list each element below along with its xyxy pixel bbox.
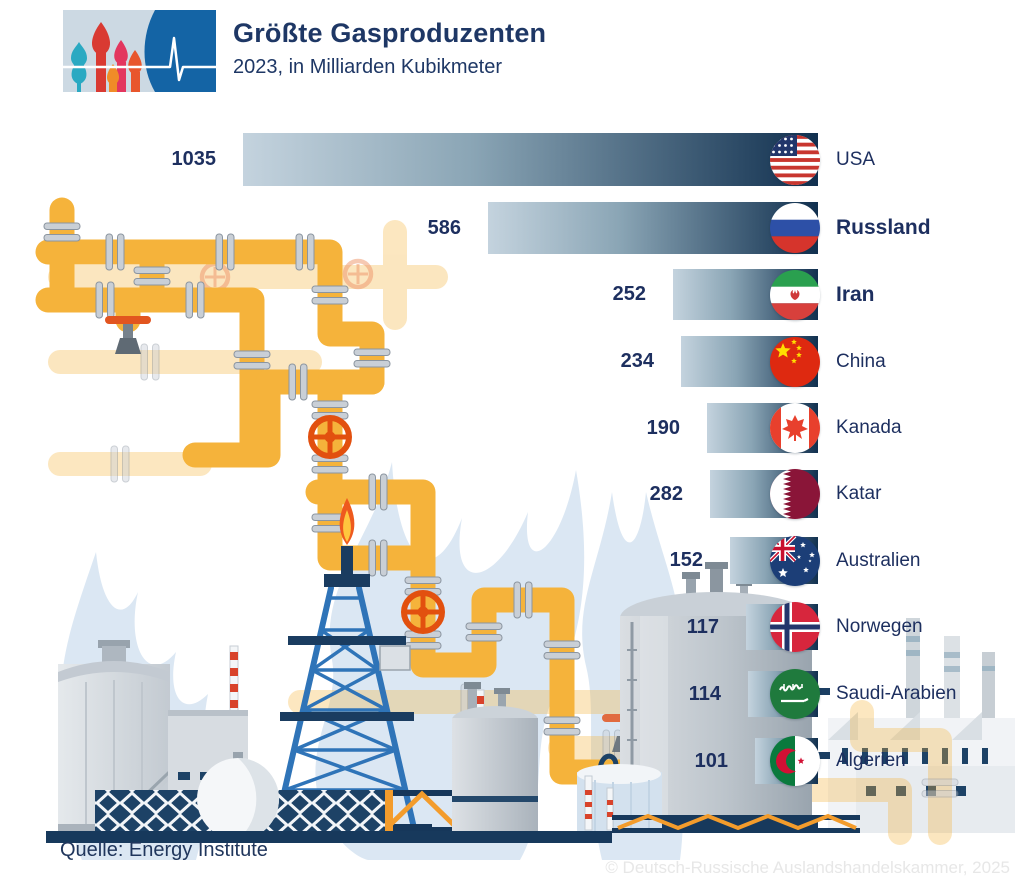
bar-russia xyxy=(488,202,818,254)
flag-qatar-icon xyxy=(770,469,820,519)
factory-skyline xyxy=(828,618,1015,833)
country-label: Algerien xyxy=(836,750,906,771)
country-label: Katar xyxy=(836,483,882,504)
country-label: China xyxy=(836,351,886,372)
bar-usa xyxy=(243,133,818,186)
bar-value: 117 xyxy=(686,616,719,638)
page-subtitle: 2023, in Milliarden Kubikmeter xyxy=(233,56,503,78)
bar-value: 1035 xyxy=(171,148,217,170)
country-label: Saudi-Arabien xyxy=(836,683,957,704)
bar-value: 190 xyxy=(646,417,680,439)
bar-row: 101 Algerien xyxy=(0,736,1024,786)
bar-value: 234 xyxy=(620,350,654,372)
bar-value: 101 xyxy=(694,750,728,772)
bar-row: 234 China xyxy=(0,336,1024,387)
flag-russia-icon xyxy=(770,203,820,253)
sphere-tank xyxy=(197,752,279,840)
flag-algeria-icon xyxy=(770,736,820,786)
copyright-note: © Deutsch-Russische Auslandshandelskamme… xyxy=(605,858,1010,877)
low-blue-tank xyxy=(577,753,662,833)
bar-row: 1035 USA xyxy=(0,133,1024,186)
flag-saudi-arabia-icon xyxy=(770,669,820,719)
bar-row: 586 Russland xyxy=(0,202,1024,254)
flag-usa-icon xyxy=(770,134,820,185)
country-label: Norwegen xyxy=(836,616,923,637)
russia-cathedral-pulse-logo-icon xyxy=(63,10,216,92)
bar-row: 114 Saudi-Arabien xyxy=(0,669,1024,719)
bar-value: 252 xyxy=(612,283,646,305)
bar-row: 252 Iran xyxy=(0,269,1024,320)
flag-canada-icon xyxy=(770,403,820,453)
bar-value: 282 xyxy=(649,483,683,505)
country-label: Russland xyxy=(836,216,931,239)
flag-norway-icon xyxy=(770,602,820,652)
bar-row: 190 Kanada xyxy=(0,403,1024,453)
bar-row: 282 Katar xyxy=(0,469,1024,519)
bar-row: 152 Australien xyxy=(0,535,1024,586)
flag-china-icon xyxy=(770,336,820,387)
ground-bar xyxy=(46,831,612,843)
right-truss-bridge xyxy=(612,813,860,833)
country-label: USA xyxy=(836,149,876,170)
header: Größte Gasproduzenten 2023, in Milliarde… xyxy=(0,0,1024,110)
country-label: Iran xyxy=(836,283,875,306)
country-label: Australien xyxy=(836,550,921,571)
source-note: Quelle: Energy Institute xyxy=(60,839,268,861)
flag-australia-icon xyxy=(770,535,820,586)
flag-iran-icon xyxy=(770,269,820,320)
bar-value: 114 xyxy=(688,683,721,705)
bar-row: 117 Norwegen xyxy=(0,602,1024,652)
country-label: Kanada xyxy=(836,417,902,438)
bar-value: 586 xyxy=(427,217,461,239)
bar-value: 152 xyxy=(669,549,703,571)
page-title: Größte Gasproduzenten xyxy=(233,18,547,48)
pressure-vessel xyxy=(452,682,538,833)
